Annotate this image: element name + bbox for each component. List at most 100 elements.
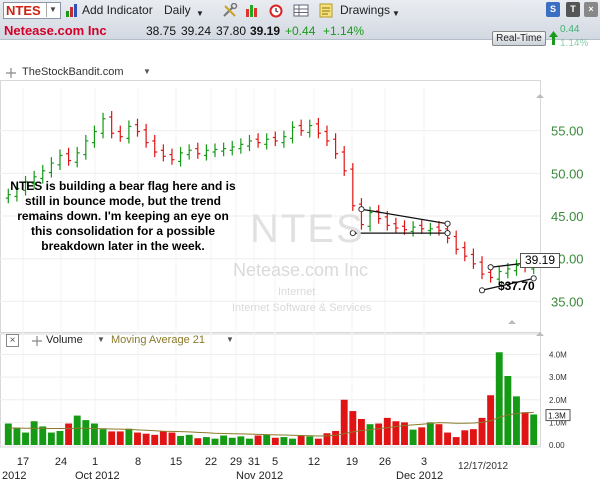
realtime-button[interactable]: Real-Time xyxy=(492,31,546,46)
ma-label: Moving Average 21 xyxy=(111,334,205,346)
ohlc-bar xyxy=(453,230,459,255)
ohlc-bar xyxy=(402,220,407,235)
volume-bar xyxy=(366,424,374,445)
volume-chevron-down-icon[interactable]: ▼ xyxy=(97,335,105,344)
ohlc-bar xyxy=(152,134,158,158)
volume-bar xyxy=(521,412,529,445)
ma-chevron-down-icon[interactable]: ▼ xyxy=(226,335,234,344)
volume-bar xyxy=(168,432,176,445)
ohlc-bar xyxy=(195,142,201,159)
share-button[interactable]: S xyxy=(546,2,560,17)
volume-panel-header: × Volume ▼ Moving Average 21 ▼ xyxy=(4,334,600,348)
close-button[interactable]: × xyxy=(584,2,598,17)
volume-bar xyxy=(469,429,477,445)
volume-bar xyxy=(185,434,193,445)
notes-icon[interactable] xyxy=(318,3,334,18)
x-tick-label: 8 xyxy=(135,456,141,468)
drawings-button[interactable]: Drawings xyxy=(340,3,391,17)
price-panel-header: TheStockBandit.com ▼ xyxy=(0,66,600,80)
ohlc-bar xyxy=(298,119,304,136)
ohlc-bar xyxy=(419,219,425,234)
ohlc-bar xyxy=(350,163,356,211)
volume-bar xyxy=(108,431,116,445)
trendline-handle xyxy=(358,206,365,213)
x-tick-label: 12 xyxy=(308,456,320,468)
volume-bar xyxy=(495,352,503,445)
quote-low: 37.80 xyxy=(216,24,247,38)
remove-indicator-icon[interactable]: × xyxy=(6,334,19,347)
chart-toolbar: NTES ▼ Add Indicator Daily ▼ Drawings ▼ … xyxy=(0,0,600,40)
drawings-chevron-down-icon[interactable]: ▼ xyxy=(392,9,400,18)
ohlc-bar xyxy=(272,131,278,147)
volume-bar xyxy=(73,415,81,445)
volume-bar xyxy=(401,422,408,445)
volume-bar xyxy=(513,396,520,445)
volume-bar xyxy=(340,399,348,445)
add-indicator-icon[interactable] xyxy=(64,3,80,18)
quote-change: +0.44 xyxy=(285,24,316,38)
ohlc-bar xyxy=(48,157,54,178)
volume-bar xyxy=(116,431,124,445)
symbol-dropdown-icon[interactable]: ▼ xyxy=(46,3,59,17)
ohlc-bar xyxy=(66,147,72,166)
source-label[interactable]: TheStockBandit.com xyxy=(22,66,124,78)
current-volume-tag xyxy=(545,409,571,422)
ohlc-bar xyxy=(264,133,270,150)
trendline-handle xyxy=(530,275,537,282)
price-panel-frame xyxy=(0,80,541,333)
volume-bar xyxy=(323,433,331,445)
price-y-tick-label: 50.00 xyxy=(551,166,584,181)
close-icon: × xyxy=(588,4,594,14)
volume-panel-frame xyxy=(0,333,541,448)
volume-y-tick-label: 4.0M xyxy=(549,351,567,360)
volume-bar xyxy=(435,424,443,445)
ohlc-bar xyxy=(333,133,339,159)
tools-icon[interactable] xyxy=(222,3,238,18)
price-y-tick-label: 45.00 xyxy=(551,209,584,224)
volume-bar xyxy=(90,423,98,445)
target-price-label: $37.70 xyxy=(498,279,535,293)
up-arrow-icon xyxy=(549,31,558,45)
trendline-handle xyxy=(349,230,356,237)
ohlc-bar xyxy=(40,164,46,184)
interval-select[interactable]: Daily xyxy=(164,3,191,17)
volume-bar xyxy=(134,432,141,445)
volume-bar xyxy=(237,436,245,445)
volume-bar xyxy=(478,417,486,445)
ohlc-bar xyxy=(221,142,227,157)
interval-chevron-down-icon[interactable]: ▼ xyxy=(196,9,204,18)
pin-icon[interactable] xyxy=(6,68,16,78)
volume-bar xyxy=(39,426,47,445)
chart-type-icon[interactable] xyxy=(244,3,260,18)
volume-bar xyxy=(426,422,434,445)
ohlc-bar xyxy=(341,146,347,176)
source-chevron-down-icon[interactable]: ▼ xyxy=(143,67,151,76)
moving-average-line xyxy=(8,411,534,437)
tweet-button[interactable]: T xyxy=(566,2,580,17)
ohlc-bar xyxy=(100,112,106,139)
price-volume-chart[interactable]: 55.0050.0045.0040.0035.004.0M3.0M2.0M1.0… xyxy=(0,80,600,483)
volume-bar xyxy=(487,395,495,445)
x-tick-label: 31 xyxy=(248,456,260,468)
add-indicator-button[interactable]: Add Indicator xyxy=(82,3,153,17)
volume-bar xyxy=(349,411,357,445)
x-tick-label: 3 xyxy=(421,456,427,468)
x-tick-month-label: Nov 2012 xyxy=(236,470,283,482)
alarm-clock-icon[interactable] xyxy=(268,3,284,18)
pin-icon[interactable] xyxy=(32,336,42,346)
flag-upper-trendline xyxy=(361,208,448,225)
ohlc-bar xyxy=(281,130,287,148)
ohlc-bar xyxy=(117,125,123,142)
ohlc-bar xyxy=(496,265,502,285)
current-volume-label: 1.3M xyxy=(548,412,566,421)
ohlc-bar xyxy=(203,144,209,161)
date-stamp: 12/17/2012 xyxy=(458,461,509,472)
ohlc-bar xyxy=(91,125,97,148)
volume-y-tick-label: 0.00 xyxy=(549,441,565,450)
x-tick-label: 17 xyxy=(17,456,29,468)
table-icon[interactable] xyxy=(293,3,309,18)
ohlc-bar xyxy=(307,119,313,138)
symbol-input-value: NTES xyxy=(6,3,41,18)
ohlc-bar xyxy=(255,133,261,148)
quote-high: 39.24 xyxy=(181,24,212,38)
